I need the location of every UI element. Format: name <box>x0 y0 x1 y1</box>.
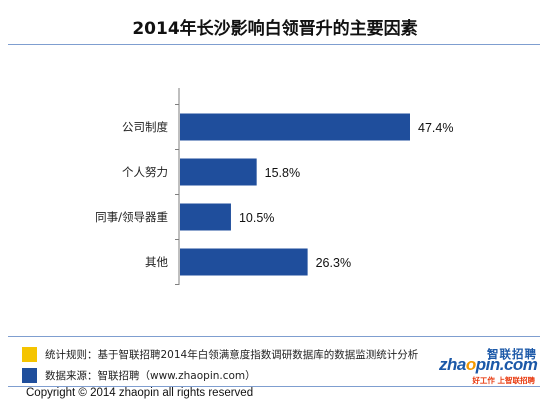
copyright-text: Copyright © 2014 zhaopin all rights rese… <box>26 387 254 399</box>
value-label: 10.5% <box>239 211 274 225</box>
bar <box>180 203 231 231</box>
logo-name-cn: 智联招聘 <box>487 347 537 361</box>
category-label: 同事/领导器重 <box>95 210 168 224</box>
title-divider <box>8 44 540 45</box>
note-swatch-blue <box>22 367 37 383</box>
note-swatch-yellow <box>22 346 37 362</box>
chart-title: 2014年长沙影响白领晋升的主要因素 <box>132 19 418 39</box>
value-label: 15.8% <box>265 166 300 180</box>
bar <box>180 248 308 276</box>
note-data-source: 数据来源：智联招聘（www.zhaopin.com） <box>22 365 256 385</box>
logo-en-part-a: zha <box>439 355 466 374</box>
logo-name-en: zhaopin.com <box>439 355 538 375</box>
category-label: 其他 <box>145 255 168 269</box>
category-label: 个人努力 <box>122 165 168 179</box>
logo-slogan: 好工作 上智联招聘 <box>472 376 535 385</box>
logo-en-part-b: o <box>465 355 476 374</box>
bar <box>180 158 257 186</box>
footer-divider <box>8 336 540 337</box>
note-stat-rule: 统计规则：基于智联招聘2014年白领满意度指数调研数据库的数据监测统计分析 <box>22 344 418 364</box>
note-stat-rule-text: 统计规则：基于智联招聘2014年白领满意度指数调研数据库的数据监测统计分析 <box>45 348 419 361</box>
logo-en-part-c: pin.com <box>475 355 538 374</box>
value-label: 47.4% <box>418 121 453 135</box>
category-label: 公司制度 <box>122 120 168 134</box>
bar-chart: 公司制度 47.4% 个人努力 15.8% 同事/领导器重 10.5% 其他 26.3% <box>95 88 453 285</box>
bar <box>180 113 410 141</box>
note-data-source-text: 数据来源：智联招聘（www.zhaopin.com） <box>45 369 256 382</box>
copyright-divider <box>8 386 540 387</box>
value-label: 26.3% <box>316 256 351 270</box>
zhaopin-logo-icon: 智联招聘 zhaopin.com 好工作 上智联招聘 <box>437 346 541 388</box>
